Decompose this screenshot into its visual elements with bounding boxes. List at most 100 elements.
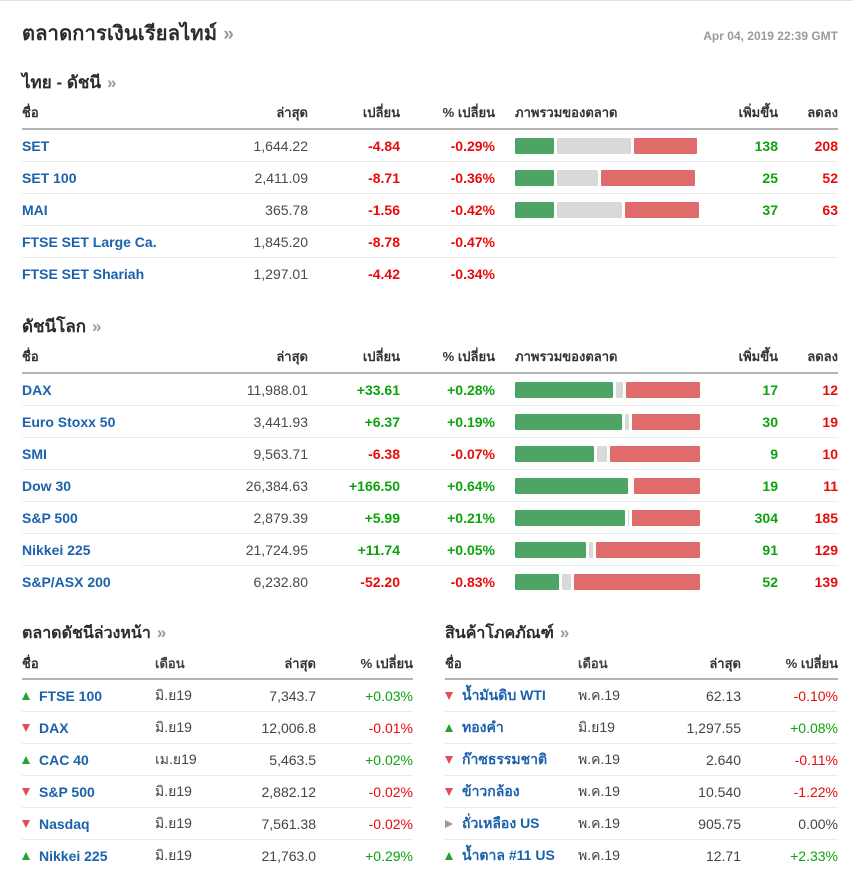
advancers-count: 138 [754,137,778,154]
table-row: DAX มิ.ย19 12,006.8 -0.01% [22,711,413,743]
decliners-count: 139 [814,573,838,590]
last-price: 7,343.7 [269,687,316,704]
col-header-advancers: เพิ่มขึ้น [738,349,778,364]
market-overview-bar [515,201,700,218]
table-row: น้ำตาล #11 US พ.ค.19 12.71 +2.33% [445,839,838,871]
table-row: FTSE SET Large Ca. 1,845.20 -8.78 -0.47% [22,225,838,257]
chevron-right-more-icon: » [223,24,234,45]
section-world-indices: ดัชนีโลก » ชื่อ ล่าสุด เปลี่ยน % เปลี่ยน … [22,313,838,597]
instrument-link[interactable]: DAX [22,381,52,398]
page-title-link[interactable]: ตลาดการเงินเรียลไทม์» [22,17,234,49]
pct-change-value: -0.11% [794,751,838,768]
last-price: 1,297.01 [253,265,309,282]
change-value: -52.20 [360,573,400,590]
change-value: -4.84 [368,137,400,154]
page-title: ตลาดการเงินเรียลไทม์ [22,23,218,45]
instrument-link[interactable]: Nasdaq [39,815,90,832]
world-indices-title: ดัชนีโลก [22,317,87,336]
decliners-count: 208 [814,137,838,154]
unchanged-bar-segment [627,509,630,526]
instrument-link[interactable]: DAX [39,719,69,736]
instrument-link[interactable]: SMI [22,445,47,462]
contract-month: พ.ค.19 [578,814,620,831]
instrument-link[interactable]: ทองคำ [462,718,504,735]
section-thai-indices: ไทย - ดัชนี » ชื่อ ล่าสุด เปลี่ยน % เปลี่… [22,69,838,289]
instrument-link[interactable]: SET 100 [22,169,77,186]
advancers-count: 52 [762,573,778,590]
pct-change-value: -0.36% [450,169,495,186]
decliners-bar-segment [624,201,699,218]
world-indices-rows: DAX 11,988.01 +33.61 +0.28% 17 12 Euro S… [22,374,838,597]
advancers-bar-segment [515,201,554,218]
contract-month: มิ.ย19 [155,686,192,703]
col-header-advancers: เพิ่มขึ้น [738,105,778,120]
col-header-last: ล่าสุด [276,349,308,364]
contract-month: พ.ค.19 [578,846,620,863]
last-price: 21,724.95 [245,541,308,558]
bottom-sections: ตลาดดัชนีล่วงหน้า » ชื่อ เดือน ล่าสุด % เ… [22,619,838,871]
advancers-bar-segment [515,169,554,186]
arrow-down-icon [445,755,453,764]
commodities-table-header: ชื่อ เดือน ล่าสุด % เปลี่ยน [445,648,838,680]
last-price: 1,845.20 [253,233,309,250]
instrument-link[interactable]: ข้าวกล้อง [462,782,520,799]
col-header-change: เปลี่ยน [362,349,400,364]
col-header-pct-change: % เปลี่ยน [360,655,413,671]
futures-title: ตลาดดัชนีล่วงหน้า [22,625,151,642]
instrument-link[interactable]: Nikkei 225 [39,847,108,864]
advancers-count: 25 [762,169,778,186]
arrow-up-icon [22,755,30,764]
table-row: ก๊าซธรรมชาติ พ.ค.19 2.640 -0.11% [445,743,838,775]
instrument-link[interactable]: ก๊าซธรรมชาติ [462,750,548,767]
instrument-link[interactable]: น้ำตาล #11 US [462,846,555,863]
instrument-link[interactable]: Nikkei 225 [22,541,91,558]
instrument-link[interactable]: SET [22,137,50,154]
thai-indices-title-link[interactable]: ไทย - ดัชนี » [22,69,838,97]
last-price: 2,882.12 [261,783,317,800]
contract-month: พ.ค.19 [578,782,620,799]
instrument-link[interactable]: น้ำมันดิบ WTI [462,686,546,703]
world-indices-title-link[interactable]: ดัชนีโลก » [22,313,838,341]
instrument-link[interactable]: FTSE SET Large Ca. [22,233,157,250]
pct-change-value: -0.42% [450,201,495,218]
decliners-count: 185 [814,509,838,526]
pct-change-value: +0.02% [365,751,413,768]
market-overview-bar [515,169,700,186]
arrow-up-icon [445,723,453,732]
table-row: ถั่วเหลือง US พ.ค.19 905.75 0.00% [445,807,838,839]
advancers-bar-segment [515,477,629,494]
instrument-link[interactable]: S&P 500 [22,509,78,526]
col-header-pct-change: % เปลี่ยน [785,655,838,671]
arrow-down-icon [22,787,30,796]
instrument-link[interactable]: Dow 30 [22,477,72,494]
last-price: 1,297.55 [686,719,742,736]
pct-change-value: +0.21% [447,509,495,526]
advancers-count: 19 [762,477,778,494]
last-price: 2,411.09 [254,169,308,186]
last-price: 905.75 [698,815,741,832]
futures-title-link[interactable]: ตลาดดัชนีล่วงหน้า » [22,619,413,648]
futures-table-header: ชื่อ เดือน ล่าสุด % เปลี่ยน [22,648,413,680]
market-overview-bar [515,573,700,590]
decliners-bar-segment [595,541,700,558]
advancers-bar-segment [515,573,559,590]
instrument-link[interactable]: MAI [22,201,48,218]
instrument-link[interactable]: CAC 40 [39,751,89,768]
instrument-link[interactable]: S&P 500 [39,783,95,800]
table-row: ทองคำ มิ.ย19 1,297.55 +0.08% [445,711,838,743]
instrument-link[interactable]: FTSE 100 [39,687,103,704]
col-header-pct-change: % เปลี่ยน [442,349,495,364]
contract-month: มิ.ย19 [155,814,192,831]
instrument-link[interactable]: S&P/ASX 200 [22,573,111,590]
instrument-link[interactable]: ถั่วเหลือง US [462,814,540,831]
pct-change-value: +0.08% [790,719,838,736]
change-value: +11.74 [357,541,400,558]
chevron-right-more-icon: » [92,317,102,336]
pct-change-value: +0.64% [447,477,495,494]
thai-indices-rows: SET 1,644.22 -4.84 -0.29% 138 208 SET 10… [22,130,838,289]
instrument-link[interactable]: FTSE SET Shariah [22,265,145,282]
unchanged-bar-segment [589,541,593,558]
instrument-link[interactable]: Euro Stoxx 50 [22,413,116,430]
chevron-right-more-icon: » [107,73,117,92]
commodities-title-link[interactable]: สินค้าโภคภัณฑ์ » [445,619,838,648]
